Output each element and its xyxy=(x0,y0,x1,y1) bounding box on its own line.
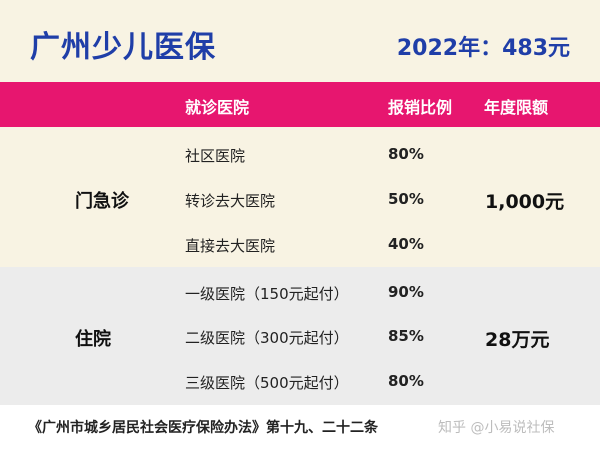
outpatient-rate: 40% xyxy=(388,235,424,253)
table-header: 就诊医院 报销比例 年度限额 xyxy=(0,82,600,127)
outpatient-section: 门急诊 社区医院 80% 转诊去大医院 50% 直接去大医院 40% 1,000… xyxy=(0,127,600,267)
outpatient-rate: 50% xyxy=(388,190,424,208)
inpatient-annual-limit: 28万元 xyxy=(485,329,550,351)
inpatient-hospital: 一级医院（150元起付） xyxy=(185,285,349,303)
inpatient-hospital: 三级医院（500元起付） xyxy=(185,374,349,392)
column-header-hospital: 就诊医院 xyxy=(185,98,250,117)
page-title: 广州少儿医保 xyxy=(30,30,216,65)
outpatient-hospital: 转诊去大医院 xyxy=(185,192,276,210)
outpatient-hospital: 社区医院 xyxy=(185,147,246,165)
inpatient-section: 住院 一级医院（150元起付） 90% 二级医院（300元起付） 85% 三级医… xyxy=(0,267,600,405)
inpatient-rate: 80% xyxy=(388,372,424,390)
inpatient-rate: 85% xyxy=(388,327,424,345)
footer: 《广州市城乡居民社会医疗保险办法》第十九、二十二条 知乎 @小易说社保 xyxy=(0,405,600,449)
inpatient-hospital: 二级医院（300元起付） xyxy=(185,329,349,347)
outpatient-rate: 80% xyxy=(388,145,424,163)
page-header: 广州少儿医保 2022年：483元 xyxy=(0,0,600,82)
inpatient-category: 住院 xyxy=(75,329,111,350)
column-header-rate: 报销比例 xyxy=(388,98,453,117)
inpatient-rate: 90% xyxy=(388,283,424,301)
watermark: 知乎 @小易说社保 xyxy=(438,420,555,436)
outpatient-hospital: 直接去大医院 xyxy=(185,237,276,255)
column-header-limit: 年度限额 xyxy=(484,98,549,117)
outpatient-category: 门急诊 xyxy=(75,191,129,212)
regulation-citation: 《广州市城乡居民社会医疗保险办法》第十九、二十二条 xyxy=(28,420,378,436)
outpatient-annual-limit: 1,000元 xyxy=(485,191,565,213)
annual-premium: 2022年：483元 xyxy=(396,36,570,61)
